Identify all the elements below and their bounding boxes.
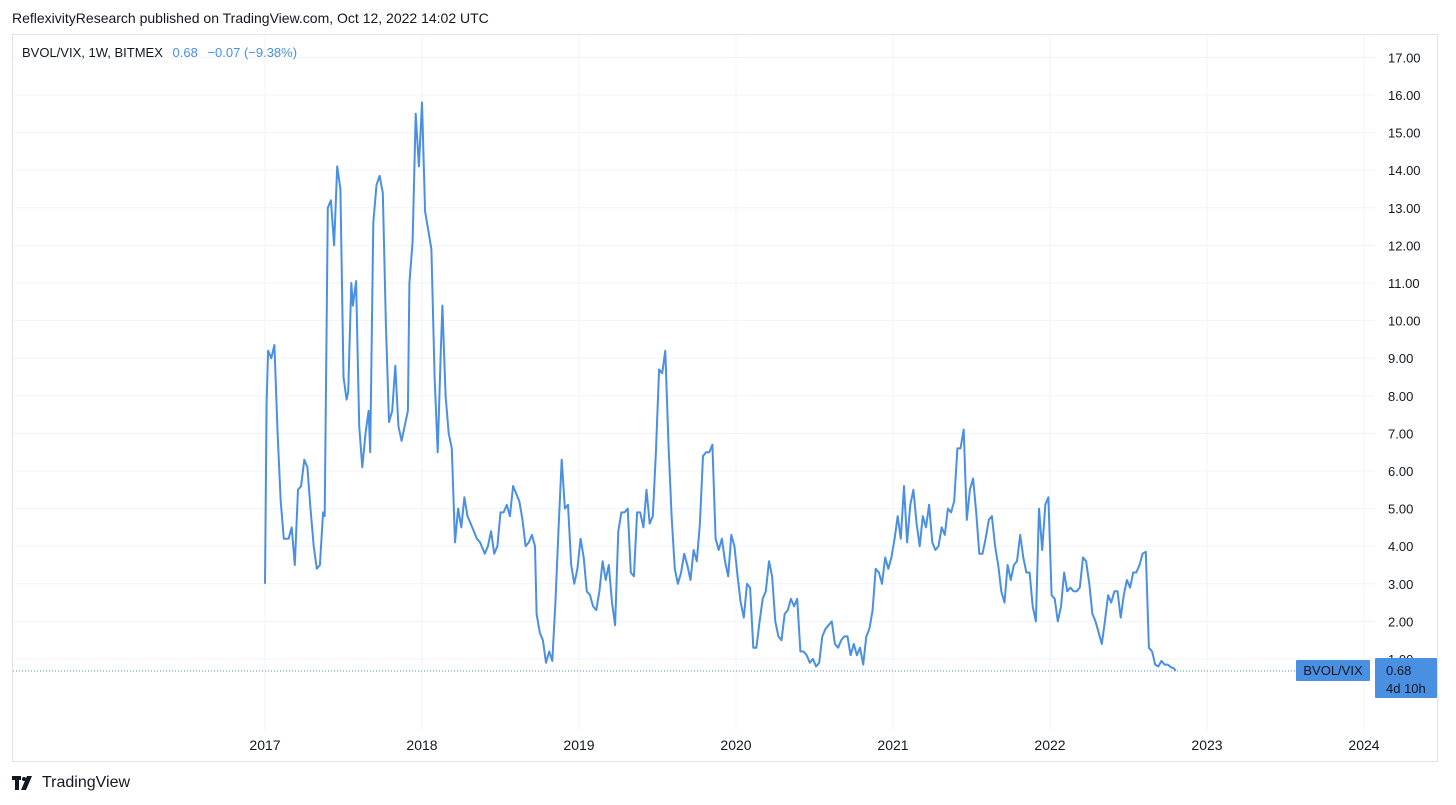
y-axis: 1.002.003.004.005.006.007.008.009.0010.0… xyxy=(1388,50,1421,667)
y-tick-label: 4.00 xyxy=(1388,539,1413,554)
y-tick-label: 9.00 xyxy=(1388,351,1413,366)
price-label-value-box xyxy=(1375,658,1437,698)
x-tick-label: 2021 xyxy=(877,737,908,753)
x-tick-label: 2018 xyxy=(406,737,437,753)
y-tick-label: 11.00 xyxy=(1388,276,1420,291)
tradingview-logo-icon xyxy=(12,776,32,790)
y-tick-label: 15.00 xyxy=(1388,126,1421,141)
price-label-countdown: 4d 10h xyxy=(1386,681,1426,696)
legend-symbol: BVOL/VIX, 1W, BITMEX xyxy=(22,45,163,60)
y-tick-label: 10.00 xyxy=(1388,314,1421,329)
x-tick-label: 2017 xyxy=(249,737,280,753)
chart-grid xyxy=(13,35,1375,730)
footer-brand: TradingView xyxy=(42,774,131,791)
price-label-name: BVOL/VIX xyxy=(1303,663,1363,678)
price-label-name-box xyxy=(1296,660,1370,681)
x-axis: 2017 2018 2019 2020 2021 2022 2023 2024 xyxy=(249,737,1379,753)
y-tick-label: 6.00 xyxy=(1388,464,1413,479)
x-tick-label: 2020 xyxy=(720,737,751,753)
y-tick-label: 8.00 xyxy=(1388,389,1413,404)
x-tick-label: 2022 xyxy=(1034,737,1065,753)
symbol-legend: BVOL/VIX, 1W, BITMEX 0.68 −0.07 (−9.38%) xyxy=(22,45,297,60)
y-tick-label: 3.00 xyxy=(1388,577,1413,592)
y-tick-label: 2.00 xyxy=(1388,614,1413,629)
y-tick-label: 7.00 xyxy=(1388,426,1413,441)
x-tick-label: 2024 xyxy=(1348,737,1379,753)
y-tick-label: 13.00 xyxy=(1388,201,1421,216)
publish-line: ReflexivityResearch published on Trading… xyxy=(12,10,489,26)
y-tick-label: 17.00 xyxy=(1388,50,1421,65)
y-tick-label: 16.00 xyxy=(1388,88,1421,103)
x-tick-label: 2019 xyxy=(563,737,594,753)
price-label: BVOL/VIX 0.68 4d 10h xyxy=(1296,658,1437,698)
legend-change: −0.07 (−9.38%) xyxy=(207,45,298,60)
legend-last-value: 0.68 xyxy=(172,45,198,60)
series-line xyxy=(264,101,1177,672)
y-tick-label: 5.00 xyxy=(1388,502,1413,517)
chart-frame xyxy=(12,34,1438,762)
price-label-value: 0.68 xyxy=(1386,663,1411,678)
x-tick-label: 2023 xyxy=(1191,737,1222,753)
y-tick-label: 14.00 xyxy=(1388,163,1421,178)
footer: TradingView xyxy=(12,774,130,792)
y-tick-label: 12.00 xyxy=(1388,238,1421,253)
